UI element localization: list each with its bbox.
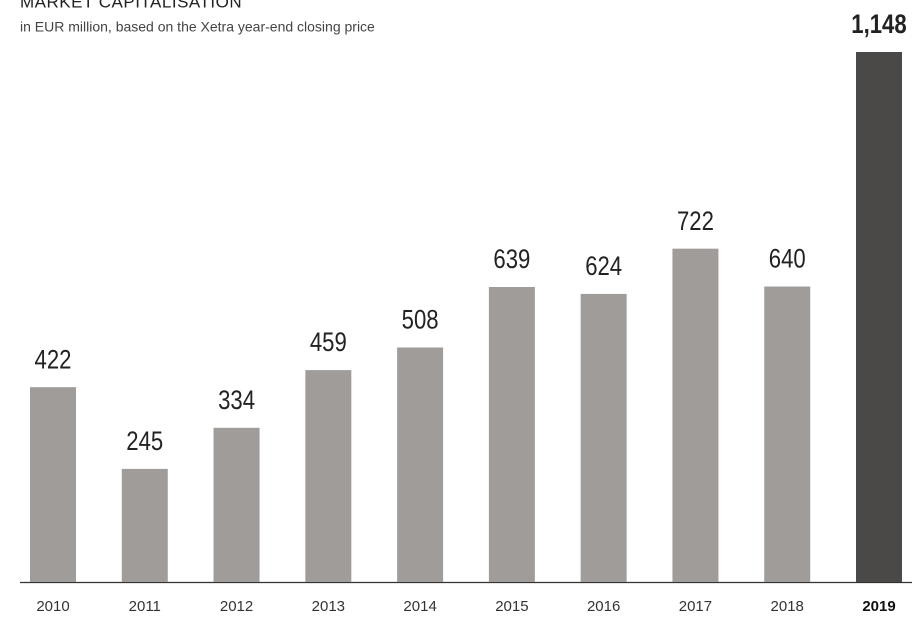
x-tick-label: 2012: [220, 598, 253, 615]
x-tick-label: 2011: [129, 598, 161, 615]
bar: [30, 387, 76, 582]
bar: [764, 286, 811, 582]
bar: [121, 468, 168, 582]
value-label: 1,148: [851, 10, 906, 40]
chart-title: MARKET CAPITALISATION: [20, 0, 242, 11]
x-tick-label: 2015: [495, 598, 528, 615]
x-tick-label: 2014: [403, 598, 436, 615]
x-tick-label: 2018: [771, 598, 804, 615]
bar: [213, 427, 260, 582]
chart-subtitle: in EUR million, based on the Xetra year-…: [20, 19, 375, 35]
bar: [580, 293, 627, 582]
value-label: 334: [218, 386, 255, 416]
bar: [488, 286, 535, 582]
value-label: 459: [310, 328, 347, 358]
x-tick-label: 2013: [312, 598, 345, 615]
x-tick-label: 2019: [862, 598, 895, 615]
x-tick-label: 2016: [587, 598, 620, 615]
bar: [397, 347, 444, 582]
bar: [856, 52, 902, 582]
value-label: 508: [402, 306, 439, 336]
x-tick-label: 2010: [36, 598, 69, 615]
value-label: 639: [493, 245, 530, 275]
value-label: 640: [769, 245, 806, 275]
bar: [305, 370, 352, 582]
value-label: 624: [585, 252, 622, 282]
x-tick-label: 2017: [679, 598, 712, 615]
bar: [672, 248, 719, 582]
value-label: 245: [126, 427, 163, 457]
value-label: 722: [677, 207, 714, 237]
value-label: 422: [35, 345, 72, 375]
